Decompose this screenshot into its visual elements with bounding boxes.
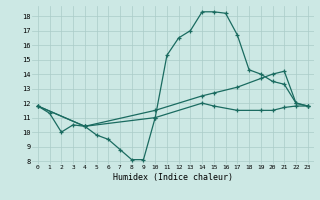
X-axis label: Humidex (Indice chaleur): Humidex (Indice chaleur)	[113, 173, 233, 182]
